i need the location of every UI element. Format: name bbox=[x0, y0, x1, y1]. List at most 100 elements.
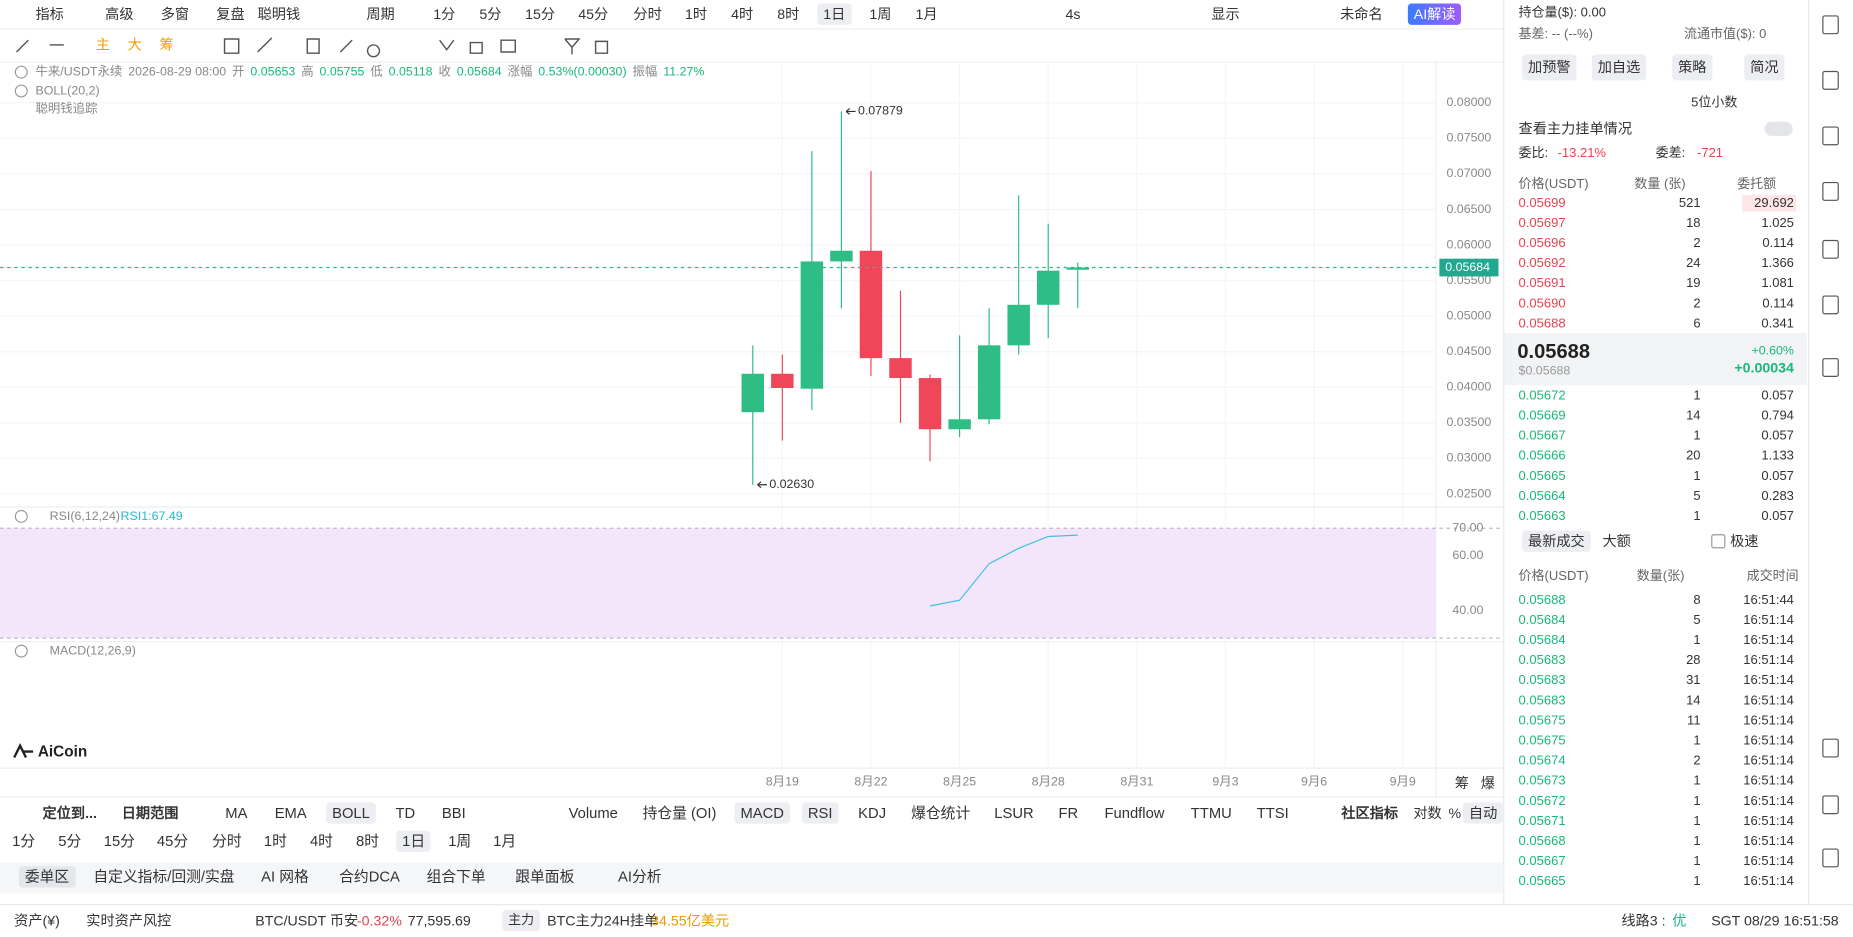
sub-indicator[interactable]: TTSI bbox=[1256, 804, 1289, 822]
toolbar-button[interactable]: 多窗 bbox=[160, 5, 190, 23]
sidebar-icon[interactable] bbox=[1822, 738, 1839, 758]
rsi-line bbox=[929, 534, 1078, 607]
sub-indicator[interactable]: MACD bbox=[734, 802, 790, 824]
trade-tab[interactable]: 大额 bbox=[1602, 532, 1631, 550]
period-button[interactable]: 1日 bbox=[817, 3, 852, 25]
main-indicator[interactable]: TD bbox=[395, 804, 416, 822]
sub-indicator[interactable]: 爆仓统计 bbox=[911, 804, 971, 822]
period-button[interactable]: 45分 bbox=[578, 5, 609, 23]
bottom-tab[interactable]: 委单区 bbox=[18, 866, 76, 888]
sidebar-icon[interactable] bbox=[1822, 239, 1839, 259]
whale-orders[interactable]: 查看主力挂单情况 bbox=[1518, 120, 1633, 138]
period-button[interactable]: 1月 bbox=[915, 5, 938, 23]
trade-time: 16:51:14 bbox=[1743, 774, 1794, 789]
sub-indicator[interactable]: Fundflow bbox=[1104, 804, 1165, 822]
scale-button[interactable]: % bbox=[1448, 804, 1462, 822]
panel-button[interactable]: 策略 bbox=[1672, 54, 1713, 81]
date-range[interactable]: 日期范围 bbox=[121, 804, 179, 822]
period-button[interactable]: 4时 bbox=[731, 5, 754, 23]
sub-indicator[interactable]: LSUR bbox=[994, 804, 1034, 822]
sub-indicator[interactable]: 持仓量 (OI) bbox=[642, 804, 717, 822]
scale-button[interactable]: 自动 bbox=[1463, 802, 1504, 824]
sidebar-icon[interactable] bbox=[1822, 15, 1839, 35]
sub-indicator[interactable]: KDJ bbox=[858, 804, 887, 822]
sidebar-icon[interactable] bbox=[1822, 126, 1839, 146]
marker-arrow bbox=[845, 108, 856, 115]
toolbar-button[interactable]: 高级 bbox=[105, 5, 134, 23]
sidebar-icon[interactable] bbox=[1822, 181, 1839, 201]
sub-indicator[interactable]: TTMU bbox=[1190, 804, 1232, 822]
main-indicator[interactable]: BOLL bbox=[326, 802, 376, 824]
marker-arrow bbox=[757, 481, 767, 489]
tool-icon bbox=[500, 39, 516, 53]
tool-icon bbox=[469, 41, 483, 54]
checkbox[interactable] bbox=[1711, 534, 1726, 549]
mid-change-pct: +0.60% bbox=[1751, 343, 1794, 359]
period-button[interactable]: 1月 bbox=[493, 833, 517, 850]
bottom-tab[interactable]: 跟单面板 bbox=[515, 868, 575, 886]
period-button[interactable]: 1时 bbox=[685, 5, 708, 23]
period-button[interactable]: 45分 bbox=[156, 833, 189, 850]
candle-body bbox=[771, 373, 794, 389]
sidebar-icon[interactable] bbox=[1822, 358, 1839, 377]
trade-tab[interactable]: 最新成交 bbox=[1522, 530, 1591, 552]
period-button[interactable]: 1时 bbox=[263, 833, 287, 850]
overlay-toggle[interactable]: 筹 bbox=[159, 36, 174, 54]
decimals-select[interactable]: 5位小数 bbox=[1691, 95, 1738, 110]
layout-menu[interactable]: 未命名 bbox=[1340, 5, 1383, 23]
ticker-price: 77,595.69 bbox=[407, 912, 471, 929]
risk-control[interactable]: 实时资产风控 bbox=[86, 912, 172, 929]
candle-body bbox=[800, 261, 824, 389]
sidebar-icon[interactable] bbox=[1822, 295, 1839, 315]
period-button[interactable]: 5分 bbox=[479, 5, 502, 23]
period-button[interactable]: 15分 bbox=[103, 833, 135, 850]
sidebar-icon[interactable] bbox=[1822, 848, 1839, 868]
bottom-tab[interactable]: 组合下单 bbox=[426, 868, 486, 886]
period-menu[interactable]: 周期 bbox=[366, 5, 395, 23]
bottom-tab[interactable]: AI 网格 bbox=[261, 868, 309, 886]
panel-button[interactable]: 简况 bbox=[1744, 54, 1785, 81]
locate-button[interactable]: 定位到... bbox=[42, 804, 97, 822]
main-indicator[interactable]: BBI bbox=[441, 804, 466, 822]
sub-indicator[interactable]: RSI bbox=[801, 802, 839, 824]
period-button[interactable]: 4时 bbox=[309, 833, 333, 850]
community-indicators[interactable]: 社区指标 bbox=[1341, 804, 1399, 822]
period-button[interactable]: 15分 bbox=[525, 5, 556, 23]
toggle[interactable] bbox=[1764, 121, 1793, 136]
bottom-tab[interactable]: 合约DCA bbox=[339, 868, 400, 886]
period-button[interactable]: 分时 bbox=[212, 833, 242, 850]
panel-button[interactable]: 加自选 bbox=[1591, 54, 1647, 81]
toolbar-button[interactable]: 聪明钱 bbox=[257, 5, 301, 23]
main-indicator[interactable]: MA bbox=[225, 804, 248, 822]
display-menu[interactable]: 显示 bbox=[1211, 5, 1240, 23]
toolbar-button[interactable]: 复盘 bbox=[216, 5, 245, 23]
period-button[interactable]: 8时 bbox=[777, 5, 800, 23]
overlay-toggle[interactable]: 大 bbox=[127, 36, 142, 54]
book-price: 0.05699 bbox=[1518, 196, 1566, 211]
panel-button[interactable]: 加预警 bbox=[1522, 54, 1577, 81]
period-button[interactable]: 1周 bbox=[869, 5, 892, 23]
period-button[interactable]: 1日 bbox=[396, 830, 432, 853]
sidebar-icon[interactable] bbox=[1822, 70, 1839, 90]
axis-button[interactable]: 筹 bbox=[1454, 775, 1469, 792]
rsi-band bbox=[0, 528, 1436, 639]
period-button[interactable]: 1分 bbox=[433, 5, 456, 23]
period-button[interactable]: 1分 bbox=[12, 833, 36, 850]
sub-indicator[interactable]: FR bbox=[1058, 804, 1079, 822]
trade-time: 16:51:14 bbox=[1743, 633, 1794, 648]
bottom-tab[interactable]: AI分析 bbox=[618, 868, 662, 886]
axis-button[interactable]: 爆 bbox=[1480, 775, 1495, 792]
period-button[interactable]: 1周 bbox=[448, 833, 472, 850]
ai-button[interactable]: AI解读 bbox=[1407, 3, 1462, 25]
period-button[interactable]: 分时 bbox=[633, 5, 662, 23]
period-button[interactable]: 8时 bbox=[356, 833, 380, 850]
trade-price: 0.05667 bbox=[1518, 854, 1566, 869]
period-button[interactable]: 5分 bbox=[58, 833, 82, 850]
scale-button[interactable]: 对数 bbox=[1413, 804, 1442, 822]
sidebar-icon[interactable] bbox=[1822, 795, 1839, 815]
sub-indicator[interactable]: Volume bbox=[568, 804, 618, 822]
main-indicator[interactable]: EMA bbox=[274, 804, 307, 822]
overlay-toggle[interactable]: 主 bbox=[95, 36, 110, 54]
toolbar-button[interactable]: 指标 bbox=[35, 5, 64, 23]
bottom-tab[interactable]: 自定义指标/回测/实盘 bbox=[93, 868, 235, 886]
